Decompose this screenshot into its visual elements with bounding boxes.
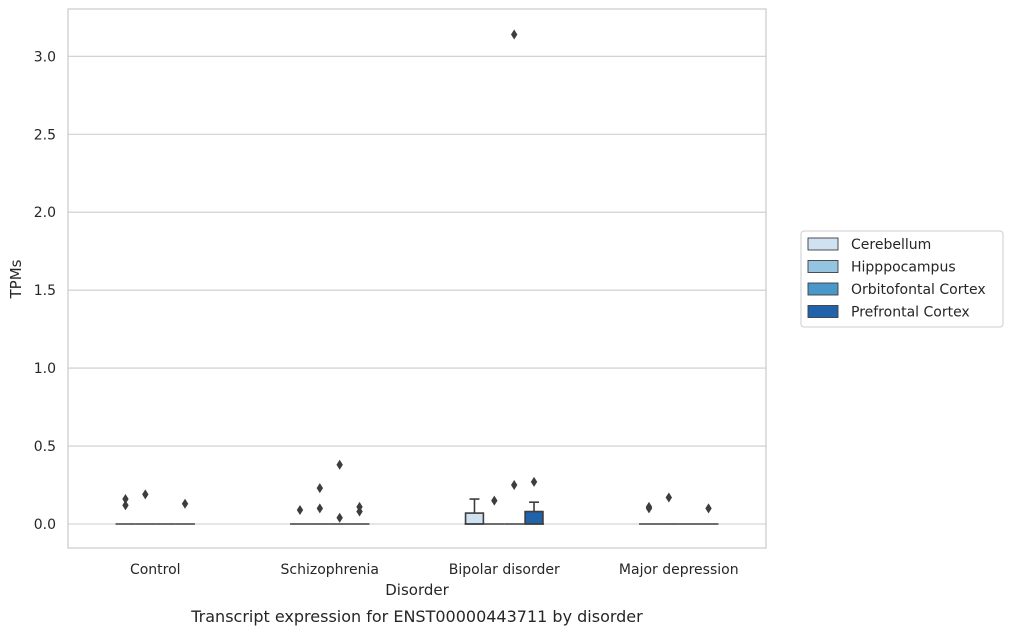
plot-frame [67,8,767,549]
outlier-point [181,498,189,509]
box-body [524,510,544,525]
legend-swatch [807,237,839,251]
outlier-point [316,503,324,514]
x-tick-label: Major depression [619,562,739,578]
outlier-point [336,459,343,470]
box-prefrontal-cortex [175,498,195,525]
legend-label: Hipppocampus [851,260,956,276]
y-tick-label: 0.5 [34,439,56,455]
x-tick-label: Schizophrenia [281,562,379,578]
outlier-point [356,506,363,517]
box-orbitofontal-cortex [504,29,525,525]
box-cerebellum [639,501,659,525]
legend-label: Cerebellum [851,237,931,253]
y-axis-ticks: 0.0 0.5 1.0 1.5 2.0 2.5 3.0 [34,49,56,533]
box-body [464,512,485,525]
legend: Cerebellum Hipppocampus Orbitofontal Corte… [800,230,1004,328]
outlier-point [122,500,129,511]
y-tick-label: 1.5 [34,283,56,299]
box-hipppocampus [309,483,330,525]
box-prefrontal-cortex [524,476,544,525]
legend-label: Prefrontal Cortex [851,305,970,321]
y-tick-label: 2.0 [34,205,56,221]
x-tick-label: Control [130,562,181,578]
box-cerebellum [115,494,136,525]
legend-frame [800,230,1004,328]
box-hipppocampus [484,495,505,525]
box-prefrontal-cortex [698,503,719,525]
legend-swatch [807,260,839,273]
legend-swatch [807,305,839,318]
outlier-point [510,29,518,40]
box-cerebellum [464,498,485,525]
legend-swatch [807,282,839,296]
outlier-point [142,489,149,500]
outlier-point [491,495,498,506]
x-tick-label: Bipolar disorder [449,562,560,578]
box-orbitofontal-cortex [329,459,350,525]
y-axis-title: TPMs [7,259,25,299]
box-cerebellum [290,504,310,525]
box-prefrontal-cortex [349,501,370,525]
outlier-point [316,483,324,494]
outlier-point [336,512,343,523]
grid-lines [68,55,766,525]
outlier-point [296,504,304,515]
outlier-point [122,494,129,505]
outlier-point [705,503,712,514]
chart-caption: Transcript expression for ENST0000044371… [190,607,643,626]
x-axis-title: Disorder [385,581,449,599]
outlier-point [530,476,538,487]
y-tick-label: 2.5 [34,127,56,143]
plot-area [68,9,766,548]
y-tick-label: 3.0 [34,49,56,65]
y-tick-label: 1.0 [34,361,56,377]
outlier-point [510,480,518,491]
x-axis-ticks: Control Schizophrenia Bipolar disorder Majo… [130,562,739,578]
y-tick-label: 0.0 [34,517,56,533]
outlier-point [645,503,653,514]
outlier-point [665,492,673,503]
box-hipppocampus [658,492,679,525]
legend-label: Orbitofontal Cortex [851,282,986,298]
box-hipppocampus [135,489,156,525]
box-marks [115,29,719,525]
